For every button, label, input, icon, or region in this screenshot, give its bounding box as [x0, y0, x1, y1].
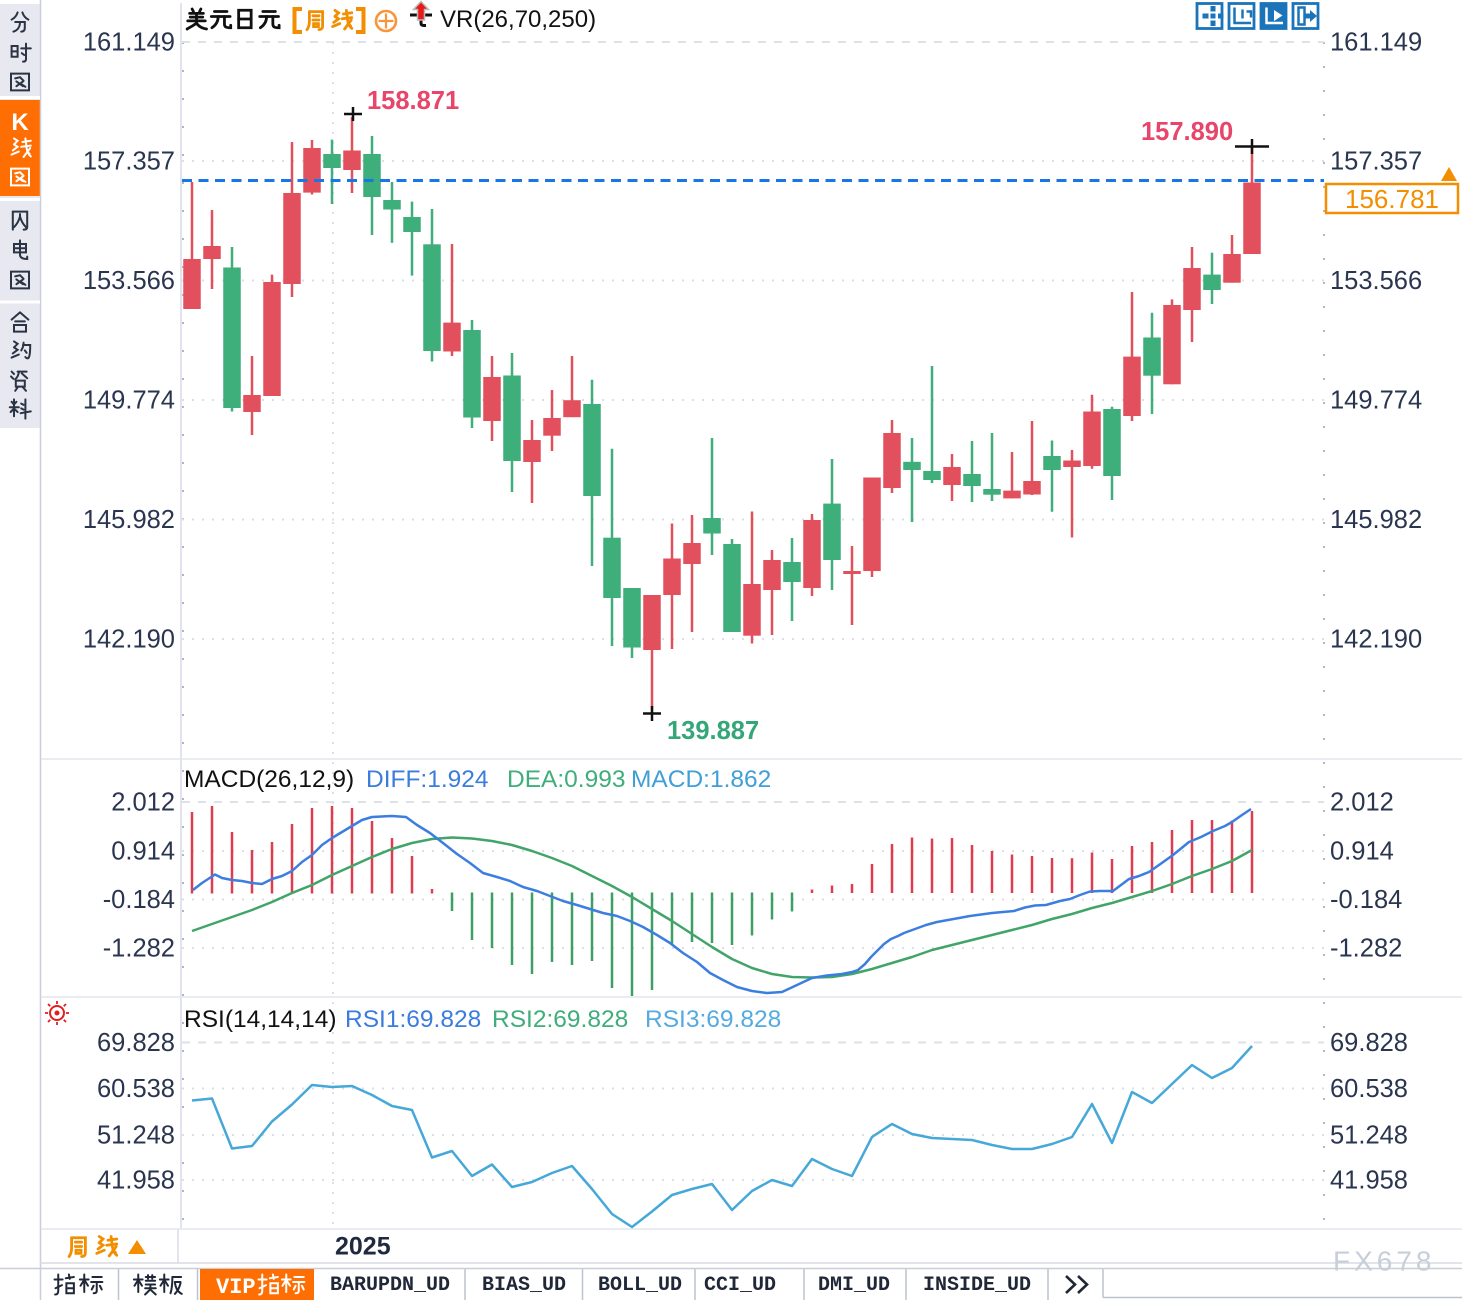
svg-text:157.357: 157.357 [1330, 148, 1422, 176]
svg-text:0.914: 0.914 [1330, 838, 1394, 866]
svg-text:2.012: 2.012 [1330, 789, 1394, 817]
svg-text:BIAS_UD: BIAS_UD [482, 1274, 566, 1297]
svg-text:51.248: 51.248 [1330, 1122, 1408, 1150]
svg-text:2.012: 2.012 [111, 789, 175, 817]
svg-text:-1.282: -1.282 [1330, 935, 1402, 963]
svg-text:142.190: 142.190 [83, 626, 175, 654]
svg-text:FX678: FX678 [1333, 1246, 1436, 1277]
svg-text:157.357: 157.357 [83, 148, 175, 176]
svg-text:BARUPDN_UD: BARUPDN_UD [330, 1274, 450, 1297]
svg-text:0.914: 0.914 [111, 838, 175, 866]
svg-text:DMI_UD: DMI_UD [818, 1274, 890, 1297]
svg-text:MACD(26,12,9): MACD(26,12,9) [184, 766, 354, 793]
svg-text:BOLL_UD: BOLL_UD [598, 1274, 682, 1297]
svg-text:-0.184: -0.184 [1330, 886, 1402, 914]
svg-text:RSI1:69.828: RSI1:69.828 [345, 1006, 481, 1033]
svg-text:DIFF:1.924: DIFF:1.924 [366, 766, 489, 793]
svg-text:145.982: 145.982 [83, 506, 175, 534]
svg-text:149.774: 149.774 [1330, 387, 1422, 415]
svg-text:2025: 2025 [335, 1233, 391, 1261]
svg-text:145.982: 145.982 [1330, 506, 1422, 534]
svg-text:VIP: VIP [216, 1275, 256, 1300]
svg-text:DEA:0.993: DEA:0.993 [507, 766, 626, 793]
svg-text:69.828: 69.828 [1330, 1029, 1408, 1057]
svg-text:157.890: 157.890 [1141, 118, 1233, 146]
svg-text:MACD:1.862: MACD:1.862 [631, 766, 771, 793]
svg-text:156.781: 156.781 [1345, 184, 1439, 214]
svg-text:153.566: 153.566 [1330, 267, 1422, 295]
svg-text:K: K [11, 109, 29, 136]
svg-text:41.958: 41.958 [1330, 1167, 1408, 1195]
svg-text:51.248: 51.248 [97, 1122, 175, 1150]
svg-text:60.538: 60.538 [1330, 1075, 1408, 1103]
svg-text:153.566: 153.566 [83, 267, 175, 295]
svg-text:41.958: 41.958 [97, 1167, 175, 1195]
svg-text:142.190: 142.190 [1330, 626, 1422, 654]
svg-text:60.538: 60.538 [97, 1075, 175, 1103]
svg-text:69.828: 69.828 [97, 1029, 175, 1057]
svg-text:158.871: 158.871 [367, 87, 459, 115]
svg-text:139.887: 139.887 [667, 717, 759, 745]
svg-text:VR(26,70,250): VR(26,70,250) [440, 6, 596, 33]
svg-text:149.774: 149.774 [83, 387, 175, 415]
svg-text:161.149: 161.149 [83, 29, 175, 57]
svg-text:CCI_UD: CCI_UD [704, 1274, 776, 1297]
svg-text:-1.282: -1.282 [103, 935, 175, 963]
svg-text:RSI(14,14,14): RSI(14,14,14) [184, 1006, 337, 1033]
svg-text:161.149: 161.149 [1330, 29, 1422, 57]
svg-text:INSIDE_UD: INSIDE_UD [923, 1274, 1031, 1297]
svg-text:RSI2:69.828: RSI2:69.828 [492, 1006, 628, 1033]
svg-text:RSI3:69.828: RSI3:69.828 [645, 1006, 781, 1033]
svg-text:-0.184: -0.184 [103, 886, 175, 914]
